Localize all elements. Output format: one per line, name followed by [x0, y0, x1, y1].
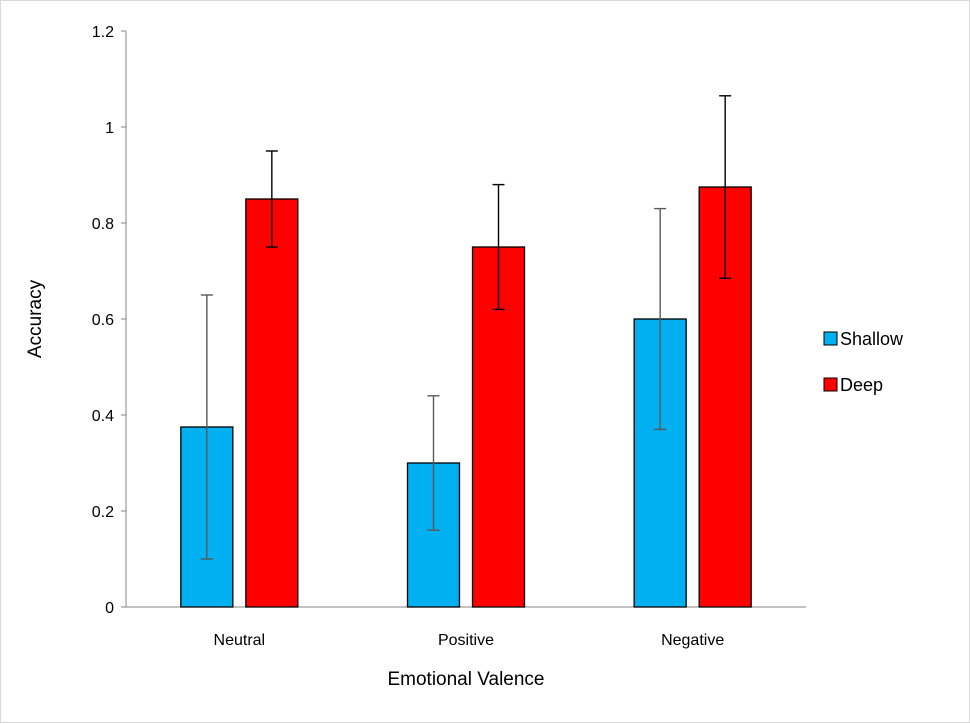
error-bar-shallow-neutral: [200, 294, 213, 560]
error-bars: [200, 95, 732, 560]
error-bar-deep-neutral: [265, 150, 278, 248]
error-bar-deep-positive: [492, 183, 505, 311]
x-axis-title: Emotional Valence: [387, 669, 544, 690]
error-bar-shallow-negative: [654, 207, 667, 431]
legend-label-deep: Deep: [840, 375, 883, 395]
x-tick-label: Negative: [661, 632, 724, 649]
y-axis-title: Accuracy: [25, 279, 46, 358]
x-tick-label: Neutral: [214, 632, 266, 649]
y-tick-label: 0.8: [92, 216, 114, 233]
y-tick-label: 0.6: [92, 312, 114, 329]
bars: [180, 186, 752, 608]
legend-swatch-deep: [823, 377, 838, 392]
y-tick-label: 1: [105, 120, 114, 137]
y-tick-label: 0: [105, 600, 114, 617]
error-bar-deep-negative: [719, 95, 732, 279]
legend: Shallow Deep: [823, 329, 904, 395]
bar-deep-neutral: [245, 198, 299, 608]
x-axis: Neutral Positive Negative: [126, 606, 806, 649]
legend-swatch-shallow: [823, 331, 838, 346]
x-tick-label: Positive: [438, 632, 494, 649]
y-axis: 0 0.2 0.4 0.6 0.8 1 1.2: [92, 24, 127, 617]
error-bar-shallow-positive: [427, 395, 440, 531]
y-tick-label: 0.4: [92, 408, 114, 425]
y-tick-label: 1.2: [92, 24, 114, 41]
y-tick-label: 0.2: [92, 504, 114, 521]
legend-label-shallow: Shallow: [840, 329, 904, 349]
